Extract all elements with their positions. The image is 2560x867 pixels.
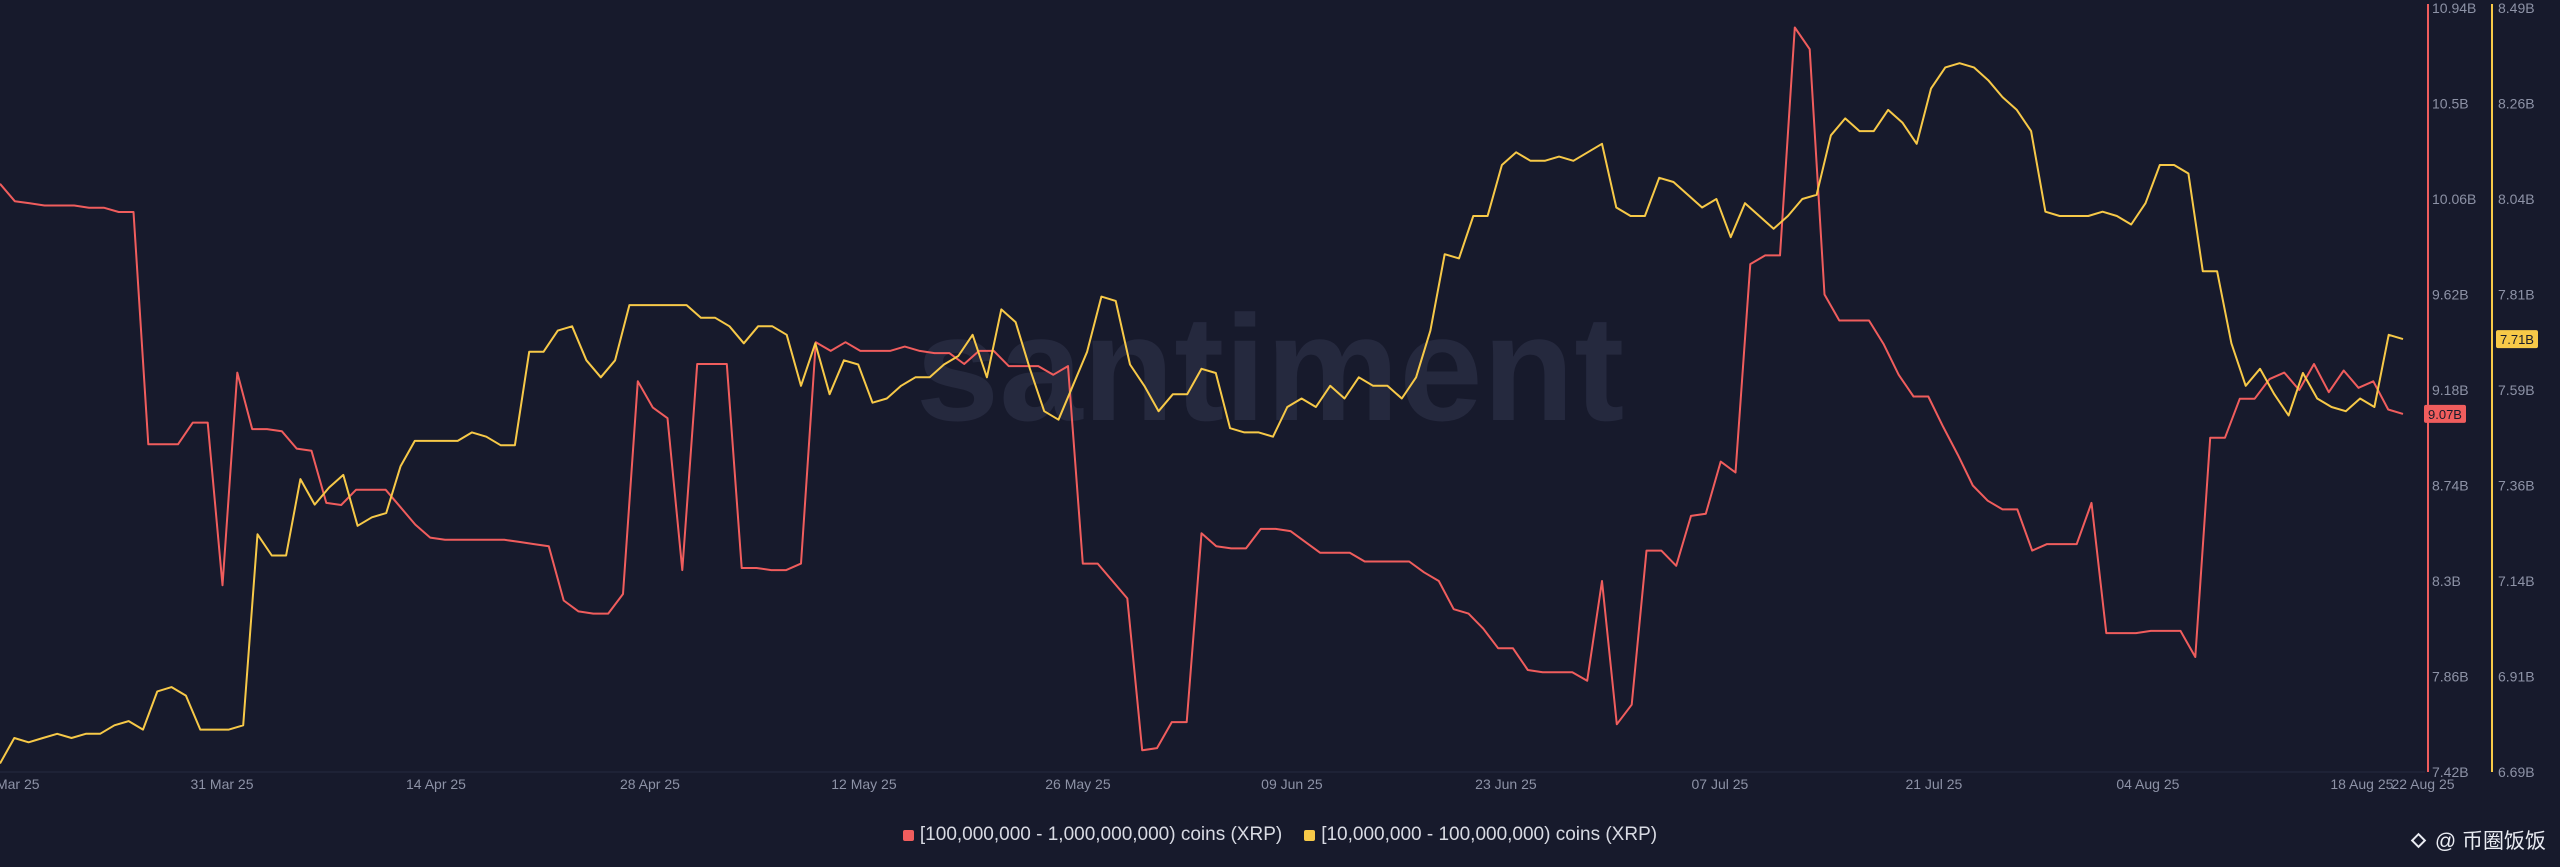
left-y-tick-label: 9.18B bbox=[2432, 382, 2469, 398]
x-tick-label: 21 Jul 25 bbox=[1905, 776, 1962, 792]
legend-swatch-red bbox=[902, 829, 914, 841]
x-tick-label: 12 May 25 bbox=[831, 776, 897, 792]
x-tick-label: 14 Apr 25 bbox=[406, 776, 466, 792]
left-y-tick-label: 8.3B bbox=[2432, 573, 2461, 589]
binance-diamond-icon bbox=[2410, 832, 2427, 849]
right-y-tick-label: 6.91B bbox=[2498, 669, 2535, 685]
legend-item-series-2[interactable]: [10,000,000 - 100,000,000) coins (XRP) bbox=[1304, 824, 1657, 846]
right-y-tick-label: 7.14B bbox=[2498, 573, 2535, 589]
legend-label-series-1: [100,000,000 - 1,000,000,000) coins (XRP… bbox=[919, 824, 1283, 845]
x-tick-label: 18 Aug 25 bbox=[2330, 776, 2393, 792]
x-tick-label: 23 Jun 25 bbox=[1475, 776, 1537, 792]
x-tick-label: 26 May 25 bbox=[1045, 776, 1111, 792]
left-y-tick-label: 8.74B bbox=[2432, 478, 2469, 494]
x-tick-label: 07 Jul 25 bbox=[1691, 776, 1748, 792]
right-y-tick-label: 8.04B bbox=[2498, 191, 2535, 207]
right-y-tick-label: 8.26B bbox=[2498, 96, 2535, 112]
legend-swatch-yellow bbox=[1304, 829, 1316, 841]
left-y-tick-label: 7.42B bbox=[2432, 764, 2469, 780]
left-y-tick-label: 9.62B bbox=[2432, 287, 2469, 303]
brand-text: @ 币圈饭饭 bbox=[2434, 830, 2546, 853]
x-tick-label: 28 Apr 25 bbox=[620, 776, 680, 792]
series-line-2 bbox=[0, 62, 2404, 764]
x-tick-label: 09 Jun 25 bbox=[1261, 776, 1323, 792]
last-value-badge-2 bbox=[2496, 330, 2538, 349]
santiment-watermark: santiment bbox=[916, 284, 1624, 452]
last-value-label-1: 9.07B bbox=[2428, 407, 2462, 422]
right-y-tick-label: 7.59B bbox=[2498, 382, 2535, 398]
legend-item-series-1[interactable]: [100,000,000 - 1,000,000,000) coins (XRP… bbox=[902, 824, 1283, 846]
right-y-tick-label: 6.69B bbox=[2498, 764, 2535, 780]
chart-legend: [100,000,000 - 1,000,000,000) coins (XRP… bbox=[0, 820, 2560, 850]
right-y-tick-label: 7.36B bbox=[2498, 478, 2535, 494]
right-y-tick-label: 8.49B bbox=[2498, 0, 2535, 16]
series-line-1 bbox=[0, 26, 2404, 752]
right-y-tick-label: 7.81B bbox=[2498, 287, 2535, 303]
left-y-tick-label: 10.94B bbox=[2432, 0, 2476, 16]
x-tick-label: 31 Mar 25 bbox=[190, 776, 253, 792]
last-value-badge-1 bbox=[2424, 404, 2466, 423]
last-value-label-2: 7.71B bbox=[2500, 332, 2534, 347]
line-chart: santiment 10.94B 10.5B 10.06B 9.62B 9.18B 8.74… bbox=[0, 0, 2538, 792]
x-tick-label: 17 Mar 25 bbox=[0, 776, 40, 792]
left-y-tick-label: 7.86B bbox=[2432, 669, 2469, 685]
brand-watermark: @ 币圈饭饭 bbox=[2410, 825, 2546, 855]
x-tick-label: 22 Aug 25 bbox=[2391, 776, 2454, 792]
legend-label-series-2: [10,000,000 - 100,000,000) coins (XRP) bbox=[1321, 824, 1658, 845]
left-y-tick-label: 10.5B bbox=[2432, 96, 2469, 112]
left-y-tick-label: 10.06B bbox=[2432, 191, 2476, 207]
x-tick-label: 04 Aug 25 bbox=[2116, 776, 2179, 792]
